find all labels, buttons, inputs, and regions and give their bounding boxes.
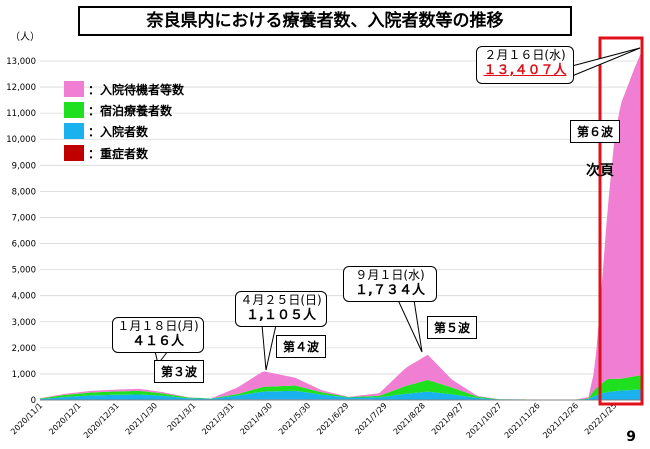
- legend-label-severe: ：重症者数: [88, 146, 149, 161]
- y-tick-label: 7,000: [12, 213, 36, 223]
- legend-item-hospital: ：入院者数: [64, 122, 148, 140]
- callout-wave6-peak: ２月１６日(水) １３,４０７人: [476, 46, 574, 84]
- legend-swatch-severe: [64, 145, 84, 161]
- page-number: 9: [626, 429, 636, 445]
- y-tick-label: 3,000: [12, 318, 36, 328]
- legend-label-hotel: ：宿泊療養者数: [88, 103, 173, 118]
- callout-wave4-date: ４月２５日(日): [240, 293, 322, 307]
- x-axis: 2020/11/1 2020/12/1 2020/12/31 2021/1/30 202…: [9, 399, 642, 440]
- page-title: 奈良県内における療養者数、入院者数等の推移: [78, 6, 572, 36]
- callout-wave3-peak: １月１８日(月) ４１６人: [112, 317, 204, 353]
- callout-wave6-value: １３,４０７人: [483, 63, 567, 78]
- wave6-frame: [598, 36, 644, 406]
- wave6-label: 第６波: [570, 120, 621, 143]
- x-tick-label: 2021/3/1: [166, 401, 198, 433]
- y-tick-label: 2,000: [12, 344, 36, 354]
- legend-label-hospital: ：入院者数: [88, 124, 149, 139]
- y-tick-label: 4,000: [12, 292, 36, 302]
- x-tick-label: 2021/7/29: [353, 401, 388, 436]
- x-tick-label: 2021/3/31: [200, 401, 235, 436]
- callout-wave6-date: ２月１６日(水): [484, 48, 566, 62]
- wave4-label: 第４波: [276, 335, 327, 358]
- callout-pointers: [154, 36, 644, 406]
- callout-wave5-peak: ９月１日(水) １,７３４人: [343, 266, 437, 302]
- x-tick-label: 2021/1/30: [124, 401, 159, 436]
- y-tick-label: 1,000: [12, 370, 36, 380]
- y-tick-label: 6,000: [12, 240, 36, 250]
- y-tick-label: 9,000: [12, 161, 36, 171]
- callout-wave3-date: １月１８日(月): [117, 319, 199, 333]
- wave5-label: 第５波: [427, 316, 478, 339]
- y-tick-label: 8,000: [12, 187, 36, 197]
- x-tick-label: 2021/5/30: [277, 401, 312, 436]
- callout-wave6-pointer: [571, 47, 641, 77]
- wave3-label: 第３波: [154, 360, 205, 383]
- callout-wave5-pointer: [397, 299, 423, 353]
- callout-wave4-value: １,１０５人: [246, 308, 316, 323]
- callout-wave3-value: ４１６人: [131, 334, 184, 349]
- legend-swatch-hotel: [64, 102, 84, 118]
- area-hospital: [40, 389, 642, 400]
- y-tick-label: 0: [31, 396, 36, 406]
- x-tick-label: 2021/12/26: [541, 401, 580, 440]
- legend-swatch-hospital: [64, 123, 84, 139]
- x-tick-label: 2021/10/27: [465, 401, 504, 440]
- x-tick-label: 2022/1/25: [583, 401, 618, 436]
- next-page-label: 次頁: [586, 163, 614, 179]
- x-tick-label: 2021/11/26: [503, 401, 542, 440]
- callout-wave5-date: ９月１日(水): [355, 268, 425, 282]
- callout-wave4-peak: ４月２５日(日) １,１０５人: [235, 291, 327, 327]
- y-tick-label: 13,000: [6, 57, 36, 67]
- x-tick-label: 2021/9/27: [430, 401, 465, 436]
- x-tick-label: 2021/4/30: [239, 401, 274, 436]
- legend-swatch-waiting: [64, 81, 84, 97]
- y-tick-label: 5,000: [12, 266, 36, 276]
- y-tick-label: 10,000: [6, 135, 36, 145]
- legend-item-severe: ：重症者数: [64, 144, 148, 162]
- callout-wave4-pointer: [261, 324, 277, 371]
- x-tick-label: 2021/6/29: [315, 401, 350, 436]
- x-tick-label: 2020/12/1: [47, 401, 82, 436]
- y-tick-label: 12,000: [6, 83, 36, 93]
- x-tick-label: 2020/11/1: [9, 401, 44, 436]
- y-axis: 0 1,000 2,000 3,000 4,000 5,000 6,000 7,000 8,00…: [6, 57, 36, 406]
- legend-item-hotel: ：宿泊療養者数: [64, 101, 172, 119]
- y-unit-label: （人）: [10, 31, 40, 43]
- y-tick-label: 11,000: [6, 109, 36, 119]
- callout-wave5-value: １,７３４人: [355, 283, 425, 298]
- x-tick-label: 2020/12/31: [82, 401, 121, 440]
- x-tick-label: 2021/8/28: [392, 401, 427, 436]
- legend-label-waiting: ：入院待機者等数: [88, 82, 185, 97]
- legend-item-waiting: ：入院待機者等数: [64, 80, 184, 98]
